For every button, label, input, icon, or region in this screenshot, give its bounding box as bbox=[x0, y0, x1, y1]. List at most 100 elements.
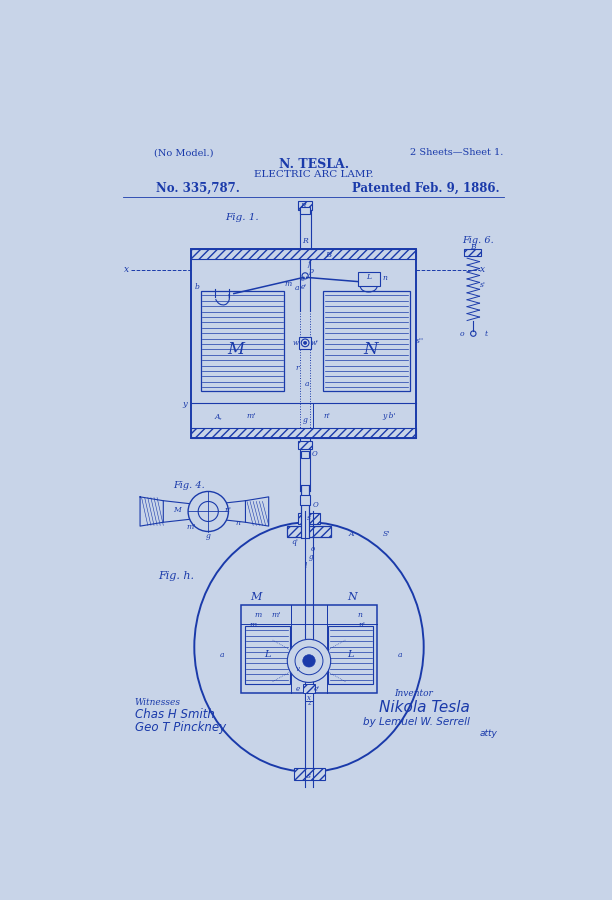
Bar bbox=[305, 693, 313, 701]
Text: x: x bbox=[307, 694, 311, 702]
Text: a: a bbox=[220, 651, 225, 659]
Text: M: M bbox=[228, 340, 245, 357]
Bar bbox=[191, 249, 416, 437]
Polygon shape bbox=[140, 497, 163, 526]
Text: Witnesses: Witnesses bbox=[135, 698, 181, 706]
Text: L: L bbox=[264, 650, 271, 659]
Text: g: g bbox=[303, 416, 308, 424]
Text: s': s' bbox=[480, 281, 487, 289]
Text: q': q' bbox=[291, 537, 299, 545]
Bar bbox=[298, 441, 312, 449]
Text: r: r bbox=[296, 364, 299, 373]
Text: o: o bbox=[460, 329, 464, 338]
Text: a: a bbox=[304, 380, 309, 388]
Text: g: g bbox=[308, 553, 313, 561]
Circle shape bbox=[287, 639, 330, 682]
Text: s: s bbox=[307, 771, 311, 779]
Bar bbox=[301, 484, 309, 538]
Text: ELECTRIC ARC LAMP.: ELECTRIC ARC LAMP. bbox=[254, 170, 373, 179]
Text: s: s bbox=[307, 515, 311, 522]
Text: a: a bbox=[295, 284, 300, 292]
Text: l: l bbox=[305, 562, 307, 571]
Text: B: B bbox=[470, 243, 476, 250]
Text: M: M bbox=[173, 506, 181, 514]
Text: y b': y b' bbox=[382, 412, 395, 420]
Text: m: m bbox=[285, 280, 292, 288]
Text: Fig. 1.: Fig. 1. bbox=[225, 212, 259, 221]
Text: Fig. 6.: Fig. 6. bbox=[461, 236, 493, 245]
Text: A,: A, bbox=[214, 412, 222, 420]
Text: n: n bbox=[235, 519, 240, 527]
Text: e': e' bbox=[300, 283, 307, 291]
Bar bbox=[294, 768, 324, 780]
Text: n': n' bbox=[358, 621, 365, 629]
Text: m: m bbox=[254, 611, 261, 619]
Text: a: a bbox=[398, 651, 403, 659]
Text: w': w' bbox=[310, 339, 318, 346]
Text: S': S' bbox=[383, 530, 390, 538]
Text: B: B bbox=[326, 251, 332, 259]
Bar bbox=[464, 249, 481, 256]
Text: R: R bbox=[302, 238, 308, 245]
Bar bbox=[329, 626, 373, 684]
Text: (No Model.): (No Model.) bbox=[154, 148, 214, 157]
Bar bbox=[301, 451, 309, 458]
Text: o: o bbox=[311, 545, 315, 554]
Bar bbox=[303, 684, 315, 693]
Text: b: b bbox=[195, 283, 200, 291]
Text: n: n bbox=[357, 611, 362, 619]
Text: t: t bbox=[484, 329, 487, 338]
Text: p: p bbox=[309, 267, 314, 275]
Text: n': n' bbox=[224, 506, 231, 514]
Text: m': m' bbox=[271, 611, 280, 619]
Text: m: m bbox=[250, 621, 257, 629]
Text: e: e bbox=[296, 685, 300, 693]
Text: z: z bbox=[307, 699, 311, 707]
Text: Inventor: Inventor bbox=[394, 688, 433, 698]
Circle shape bbox=[304, 341, 307, 345]
Circle shape bbox=[188, 491, 228, 532]
Bar bbox=[245, 626, 289, 684]
Text: f: f bbox=[308, 260, 310, 268]
Text: O: O bbox=[312, 450, 317, 458]
Text: A: A bbox=[349, 530, 354, 538]
Text: N. TESLA.: N. TESLA. bbox=[278, 158, 349, 172]
Bar bbox=[358, 272, 379, 286]
Text: m': m' bbox=[187, 523, 196, 531]
Text: e: e bbox=[300, 274, 305, 283]
Bar bbox=[323, 292, 410, 392]
Bar bbox=[201, 292, 284, 392]
Text: M: M bbox=[250, 592, 262, 602]
Text: N: N bbox=[363, 340, 378, 357]
Text: Chas H Smith: Chas H Smith bbox=[135, 708, 214, 721]
Text: m': m' bbox=[247, 412, 256, 420]
Text: x: x bbox=[124, 266, 129, 274]
Text: L: L bbox=[348, 650, 354, 659]
Text: R: R bbox=[300, 202, 305, 210]
Bar bbox=[191, 428, 416, 437]
Text: O: O bbox=[313, 501, 319, 509]
Text: x: x bbox=[480, 266, 485, 274]
Circle shape bbox=[303, 654, 315, 667]
Bar bbox=[298, 513, 320, 524]
Text: s'': s'' bbox=[416, 338, 424, 346]
Text: w: w bbox=[293, 339, 299, 346]
Text: g: g bbox=[206, 532, 211, 540]
Bar bbox=[300, 495, 310, 505]
Bar bbox=[299, 337, 312, 349]
Text: Geo T Pinckney: Geo T Pinckney bbox=[135, 721, 226, 734]
Text: e': e' bbox=[314, 685, 319, 693]
Bar bbox=[287, 526, 330, 537]
Bar bbox=[300, 207, 310, 214]
Text: N: N bbox=[347, 592, 357, 602]
Text: L: L bbox=[366, 273, 371, 281]
Text: No. 335,787.: No. 335,787. bbox=[155, 182, 239, 194]
Text: y: y bbox=[182, 400, 187, 409]
Bar bbox=[241, 605, 377, 693]
Text: atty: atty bbox=[479, 729, 498, 738]
Text: n': n' bbox=[323, 412, 330, 420]
Bar bbox=[191, 249, 416, 259]
Text: Nikola Tesla: Nikola Tesla bbox=[379, 699, 469, 715]
Polygon shape bbox=[245, 497, 269, 526]
Bar bbox=[298, 202, 312, 211]
